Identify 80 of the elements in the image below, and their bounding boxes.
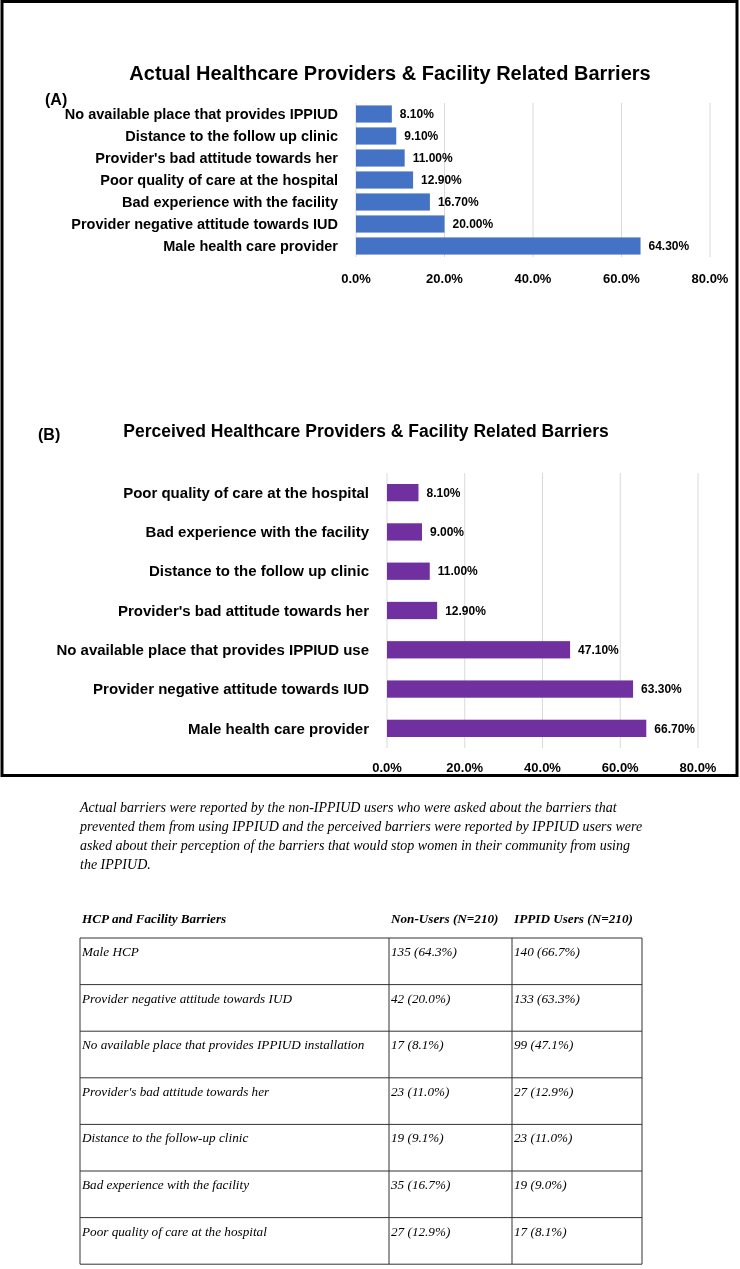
bar [356, 105, 392, 123]
y-tick-label: Poor quality of care at the hospital [123, 483, 369, 501]
chart-title: Perceived Healthcare Providers & Facility Related Barriers [123, 421, 609, 441]
text: 42 (20.0%) [391, 990, 451, 1006]
text: Non-Users (N=210) [390, 911, 499, 926]
y-tick-label: Distance to the follow up clinic [148, 562, 369, 580]
data-label: 12.90% [421, 173, 463, 188]
x-tick-label: 60.0% [603, 271, 641, 286]
text: 19 (9.0%) [514, 1177, 567, 1192]
bar [356, 237, 641, 255]
text: Bad experience with the facility [82, 1177, 250, 1192]
x-tick-label: 40.0% [524, 760, 562, 775]
text: Provider's bad attitude towards her [81, 1083, 271, 1099]
data-label: 8.10% [399, 107, 435, 122]
data-label: 63.30% [641, 682, 683, 697]
y-tick-label: Poor quality of care at the hospital [100, 172, 338, 189]
y-tick-label: No available place that provides IPPIUD use [56, 641, 369, 659]
data-label: 64.30% [648, 239, 690, 254]
data-label: 8.10% [426, 485, 461, 500]
bar [387, 641, 571, 659]
y-tick-label: Provider's bad attitude towards her [117, 601, 370, 619]
data-label: 16.70% [437, 195, 479, 210]
x-tick-label: 0.0% [341, 271, 372, 286]
text: 133 (63.3%) [514, 990, 580, 1006]
x-tick-label: 20.0% [446, 760, 484, 775]
text: 35 (16.7%) [390, 1177, 451, 1192]
data-label: 11.00% [437, 564, 479, 579]
data-label: 47.10% [578, 642, 620, 657]
bar [356, 127, 397, 145]
data-label: 20.00% [452, 217, 494, 232]
bar [387, 680, 634, 698]
bar [387, 523, 422, 541]
bar [356, 171, 414, 189]
y-tick-label: Distance to the follow up clinic [125, 128, 338, 145]
data-label: 11.00% [412, 151, 454, 166]
bar [356, 193, 430, 211]
text: 27 (12.9%) [391, 1223, 451, 1239]
text: (A) [45, 91, 68, 108]
data-label: 9.00% [429, 525, 465, 540]
x-tick-label: 80.0% [679, 760, 717, 775]
text: 135 (64.3%) [391, 944, 457, 959]
text: 27 (12.9%) [514, 1083, 574, 1099]
text: Distance to the follow-up clinic [81, 1130, 249, 1146]
y-tick-label: Provider negative attitude towards IUD [71, 216, 338, 233]
text: Male HCP [81, 944, 139, 959]
text: IPPID Users (N=210) [513, 911, 633, 926]
text: 140 (66.7%) [514, 944, 580, 959]
text: 23 (11.0%) [391, 1083, 450, 1099]
bar [356, 149, 405, 167]
text: 23 (11.0%) [514, 1130, 573, 1146]
text: 17 (8.1%) [514, 1223, 567, 1239]
data-label: 66.70% [654, 721, 696, 736]
bar [387, 601, 438, 620]
text: Poor quality of care at the hospital [81, 1223, 268, 1239]
bar [387, 562, 430, 580]
x-tick-label: 0.0% [372, 760, 403, 775]
text: No available place that provides IPPIUD installation [81, 1037, 365, 1053]
x-tick-label: 80.0% [691, 271, 729, 286]
y-tick-label: Provider's bad attitude towards her [95, 150, 339, 167]
y-tick-label: Provider negative attitude towards IUD [93, 680, 370, 698]
text: Provider negative attitude towards IUD [81, 990, 293, 1006]
bar [387, 719, 647, 737]
text: Actual barriers were reported by the non-IPPIUD users who were asked about the barriers that prevented them from using IPPIUD and the perceived barriers were reported by IPPIUD users were asked about their perception of the barriers that would stop women in their community from using the IPPIUD. [79, 800, 643, 872]
text: 99 (47.1%) [514, 1037, 574, 1053]
x-tick-label: 40.0% [514, 271, 552, 286]
text: (B) [38, 426, 61, 443]
y-tick-label: Bad experience with the facility [122, 194, 338, 211]
chart-title: Actual Healthcare Providers & Facility Related Barriers [129, 62, 651, 84]
data-label: 12.90% [445, 603, 487, 618]
x-tick-label: 20.0% [426, 271, 464, 286]
data-label: 9.10% [404, 129, 439, 144]
bar [387, 484, 419, 502]
y-tick-label: Bad experience with the facility [145, 523, 370, 541]
text: HCP and Facility Barriers [81, 911, 227, 926]
y-tick-label: Male health care provider [163, 238, 339, 255]
bar [356, 215, 445, 233]
text: 19 (9.1%) [391, 1130, 444, 1146]
x-tick-label: 60.0% [601, 760, 640, 775]
y-tick-label: Male health care provider [188, 719, 370, 737]
text: 17 (8.1%) [391, 1037, 444, 1053]
